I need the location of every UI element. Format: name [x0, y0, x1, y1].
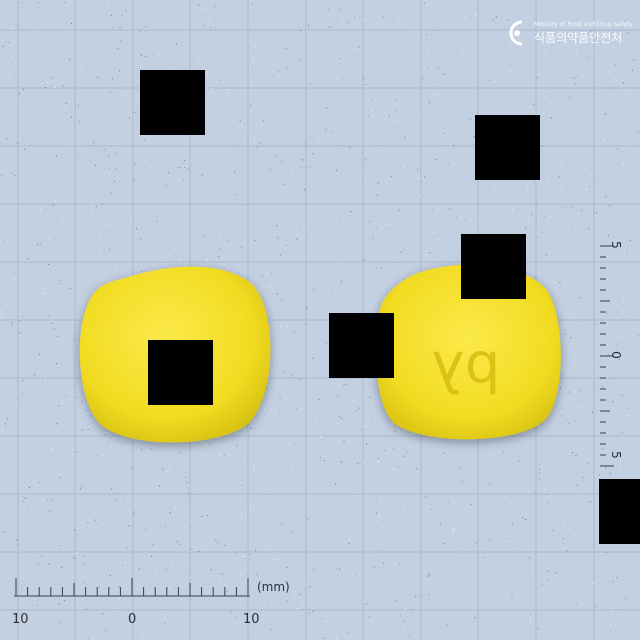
redaction-block — [461, 234, 526, 299]
logo-text-en: Ministry of Food and Drug Safety — [534, 21, 633, 28]
ruler-bottom-unit: (mm) — [257, 580, 290, 594]
redaction-block — [599, 479, 640, 544]
ruler-right-label-top: 5 — [608, 241, 623, 249]
ruler-right — [600, 245, 614, 467]
ministry-logo: Ministry of Food and Drug Safety 식품의약품안전… — [506, 18, 633, 48]
pill-right — [375, 264, 561, 440]
ruler-bottom — [14, 578, 250, 597]
logo-mark-icon — [509, 20, 523, 46]
ruler-bottom-label-left: 10 — [12, 612, 29, 627]
logo-text-ko: 식품의약품안전처 — [534, 31, 623, 45]
redaction-block — [329, 313, 394, 378]
ruler-bottom-label-right: 10 — [243, 612, 260, 627]
redaction-block — [475, 115, 540, 180]
redaction-block — [148, 340, 213, 405]
redaction-block — [140, 70, 205, 135]
ruler-right-label-bottom: 5 — [608, 451, 623, 459]
ruler-right-label-center: 0 — [608, 351, 623, 359]
ruler-bottom-label-center: 0 — [128, 612, 137, 627]
pill-imprint: bλ — [432, 338, 501, 403]
